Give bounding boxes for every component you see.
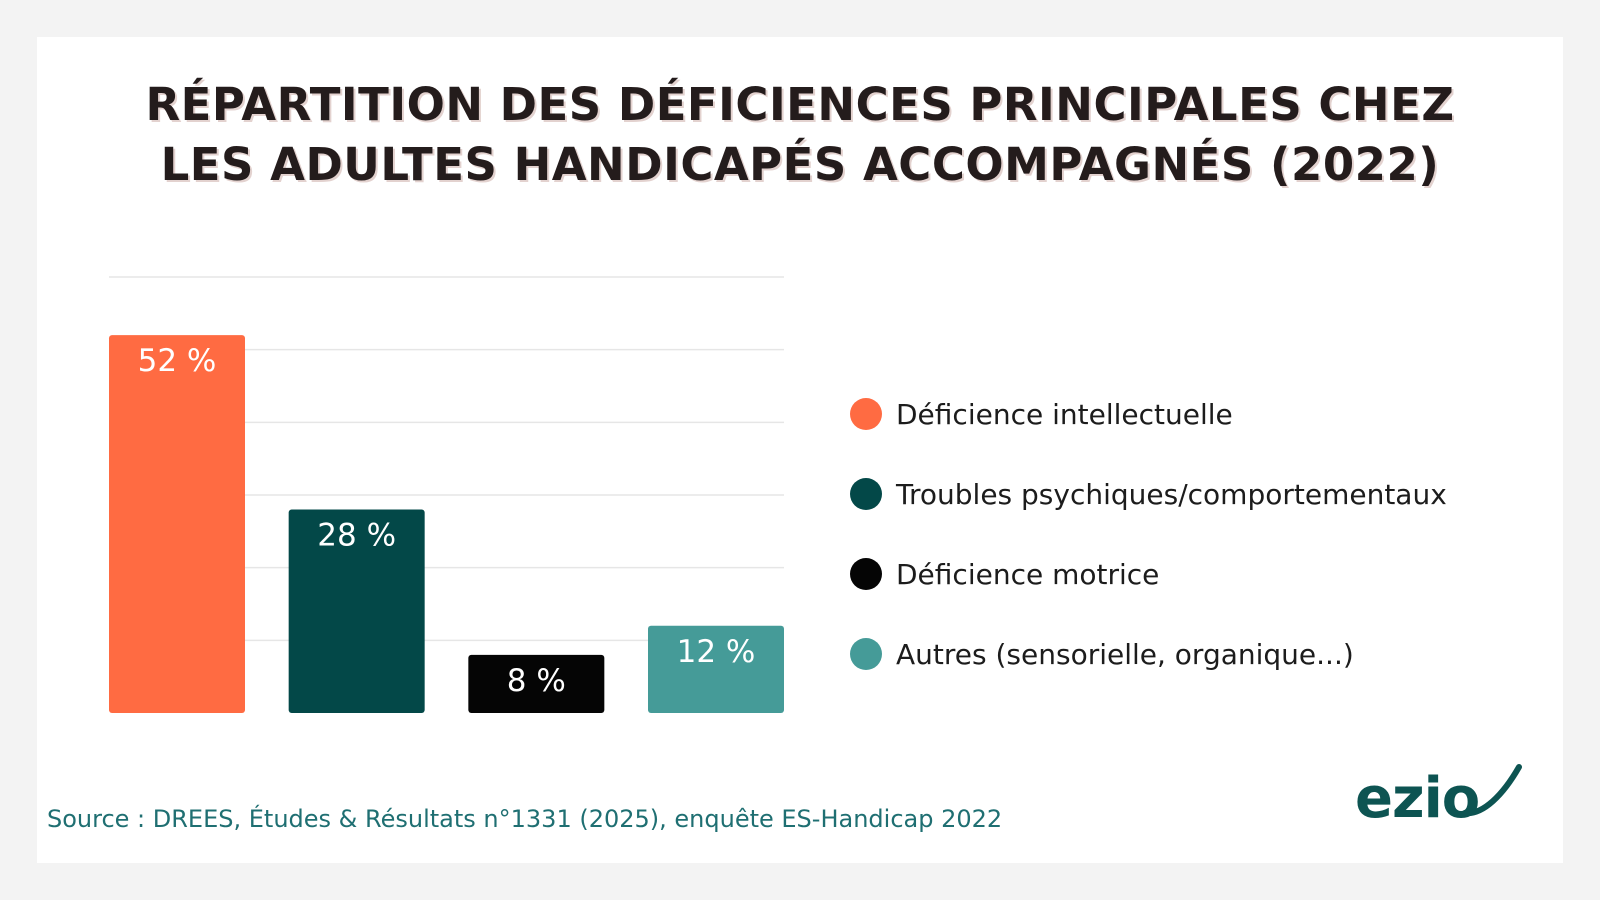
chart-card: RÉPARTITION DES DÉFICIENCES PRINCIPALES … <box>37 37 1563 863</box>
logo-swoosh-icon <box>1462 764 1522 817</box>
bar-value-label: 8 % <box>507 663 566 699</box>
legend-label: Troubles psychiques/comportementaux <box>896 477 1447 511</box>
bar-value-label: 12 % <box>677 634 756 670</box>
legend-swatch <box>850 398 882 430</box>
legend-label: Déficience motrice <box>896 557 1160 591</box>
bar-value-label: 28 % <box>317 518 396 554</box>
source-note: Source : DREES, Études & Résultats n°133… <box>47 805 1003 833</box>
bar-chart: 52 % 28 % 8 % 12 % <box>109 276 784 713</box>
logo-wordmark: ezio <box>1355 766 1479 825</box>
legend-item-intellectuelle: Déficience intellectuelle <box>850 374 1447 454</box>
bar-4 <box>648 625 784 713</box>
chart-title: RÉPARTITION DES DÉFICIENCES PRINCIPALES … <box>37 75 1563 195</box>
title-line-1: RÉPARTITION DES DÉFICIENCES PRINCIPALES … <box>145 78 1455 131</box>
legend-item-motrice: Déficience motrice <box>850 534 1447 614</box>
bar-1 <box>109 335 245 713</box>
legend-swatch <box>850 638 882 670</box>
legend: Déficience intellectuelle Troubles psych… <box>850 374 1447 694</box>
bar-2 <box>288 509 425 713</box>
bar-value-label: 52 % <box>138 343 217 379</box>
bar-3 <box>468 654 605 713</box>
ezio-logo: ezio <box>1355 764 1522 825</box>
legend-label: Autres (sensorielle, organique...) <box>896 637 1354 671</box>
legend-item-psychiques: Troubles psychiques/comportementaux <box>850 454 1447 534</box>
legend-swatch <box>850 558 882 590</box>
legend-swatch <box>850 478 882 510</box>
legend-item-autres: Autres (sensorielle, organique...) <box>850 614 1447 694</box>
legend-label: Déficience intellectuelle <box>896 397 1233 431</box>
title-line-2: LES ADULTES HANDICAPÉS ACCOMPAGNÉS (2022… <box>160 138 1440 191</box>
